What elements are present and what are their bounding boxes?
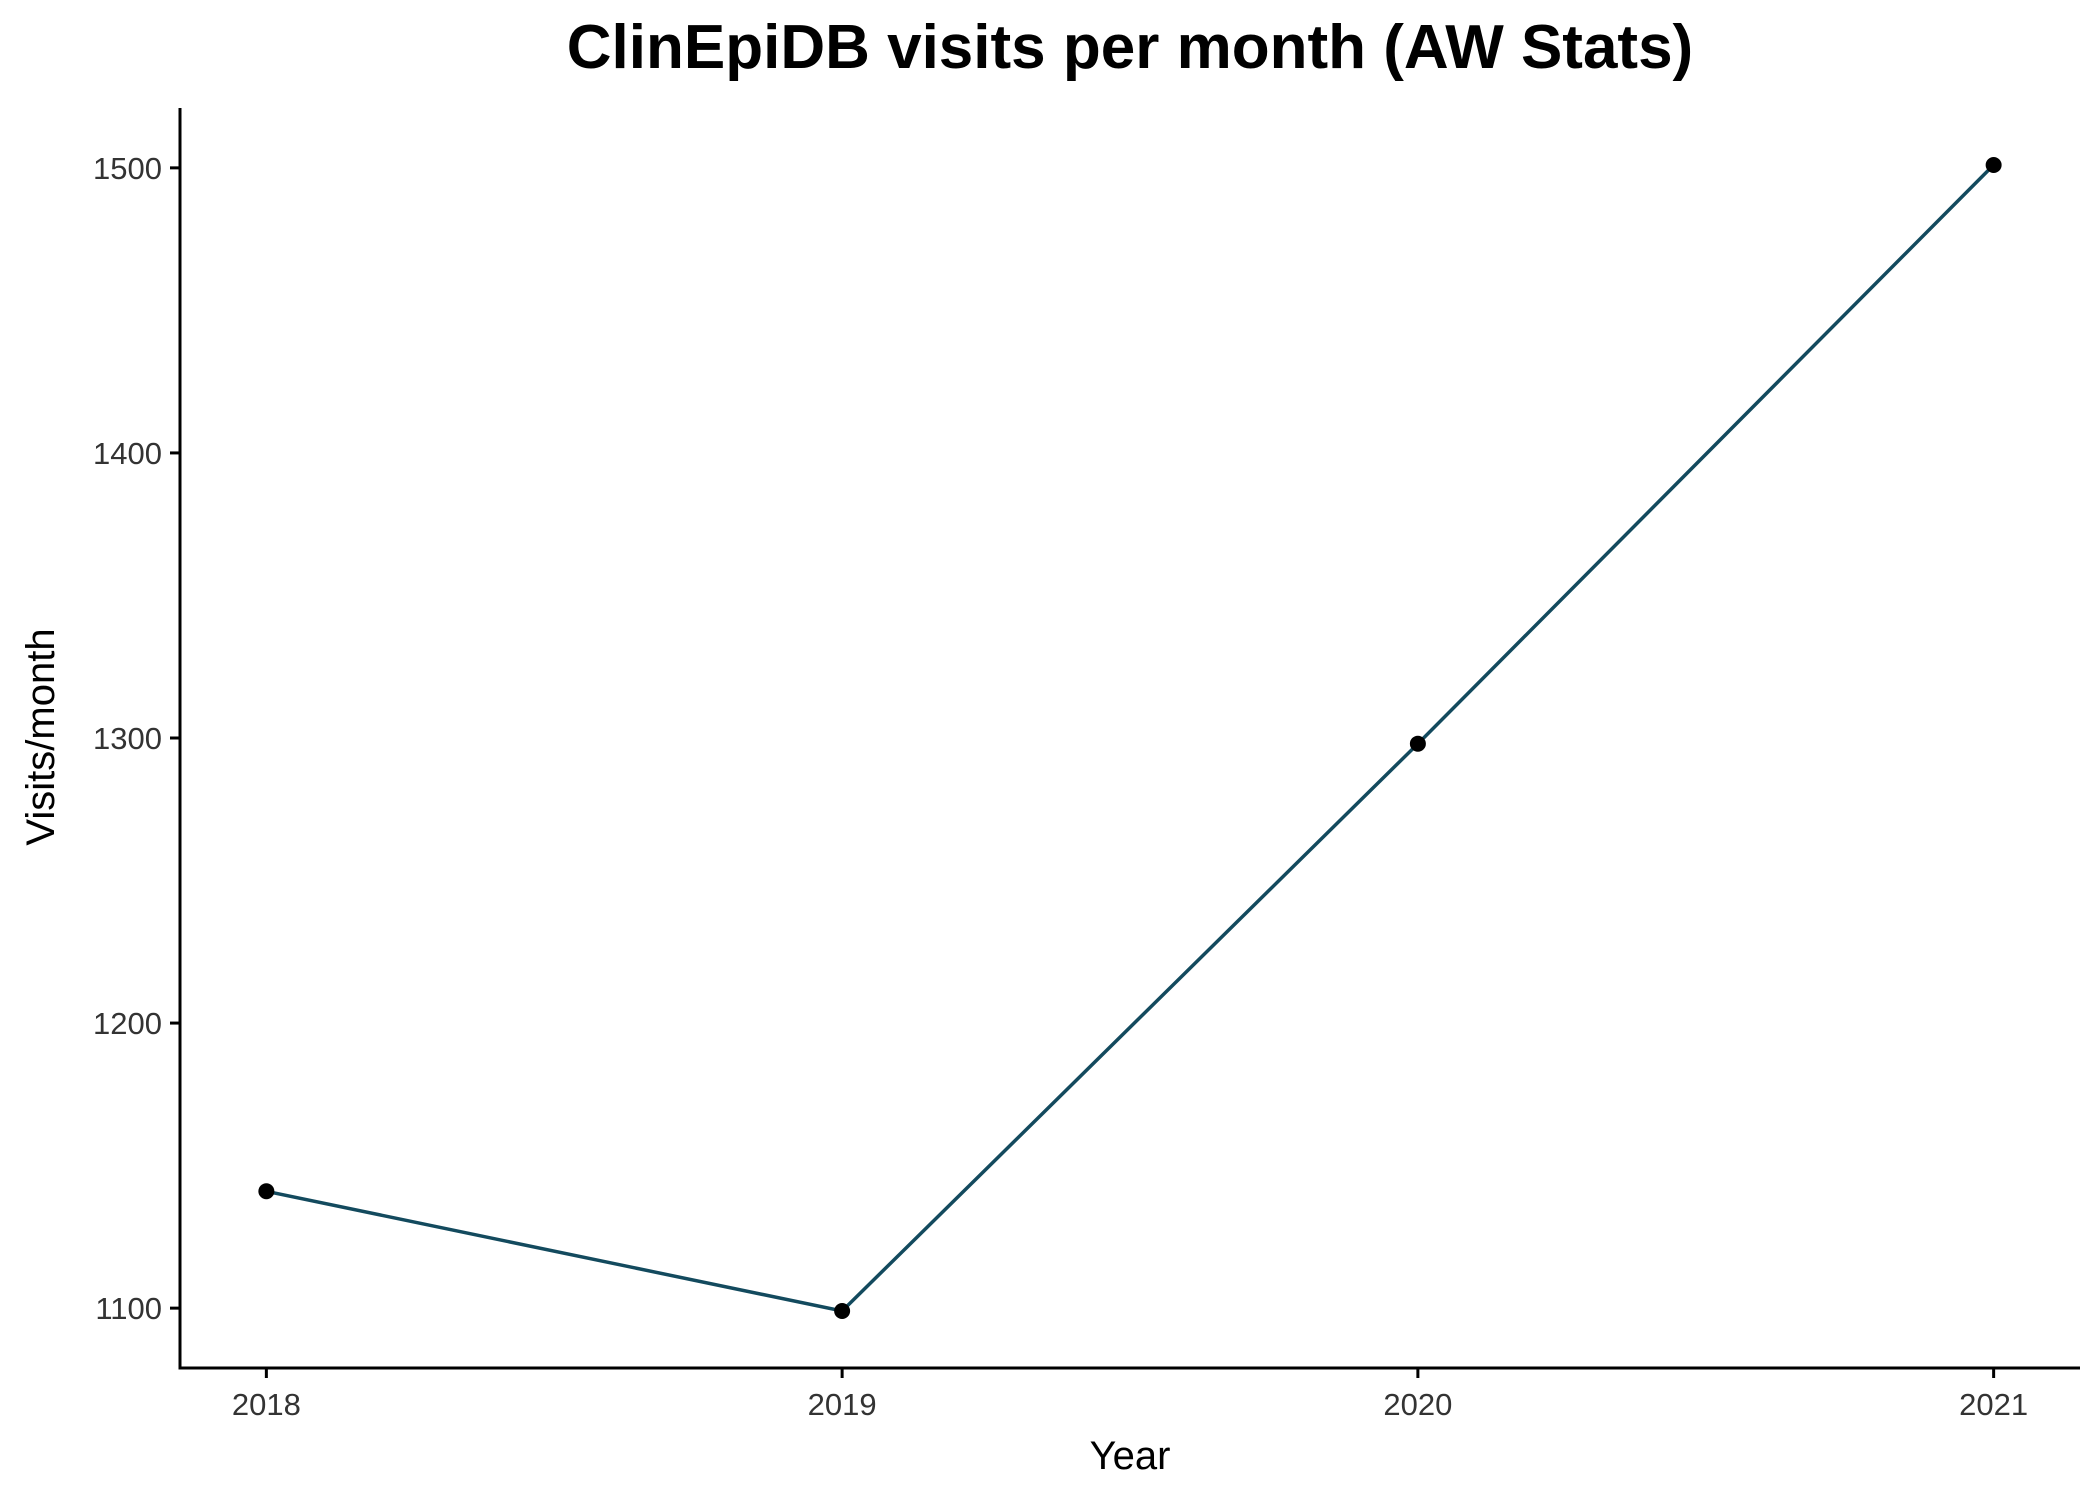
data-point: [1985, 157, 2002, 174]
x-tick-label: 2020: [1383, 1387, 1452, 1422]
data-point: [258, 1183, 275, 1200]
x-axis-title: Year: [1090, 1434, 1171, 1478]
x-tick-label: 2018: [232, 1387, 301, 1422]
y-axis-ticks: 1100 1200 1300 1400 1500: [93, 151, 180, 1326]
y-tick-label: 1300: [93, 721, 162, 756]
y-axis-title: Visits/month: [19, 628, 63, 845]
series-layer: [258, 157, 2002, 1319]
y-tick-label: 1400: [93, 436, 162, 471]
x-tick-label: 2019: [808, 1387, 877, 1422]
y-tick-label: 1500: [93, 151, 162, 186]
x-axis-ticks: 2018 2019 2020 2021: [232, 1368, 2028, 1422]
x-tick-label: 2021: [1959, 1387, 2028, 1422]
chart-title: ClinEpiDB visits per month (AW Stats): [567, 13, 1693, 82]
series-line: [266, 163, 1995, 1313]
data-point: [834, 1302, 851, 1319]
y-tick-label: 1200: [93, 1006, 162, 1041]
y-tick-label: 1100: [95, 1291, 162, 1326]
data-point: [1409, 735, 1426, 752]
